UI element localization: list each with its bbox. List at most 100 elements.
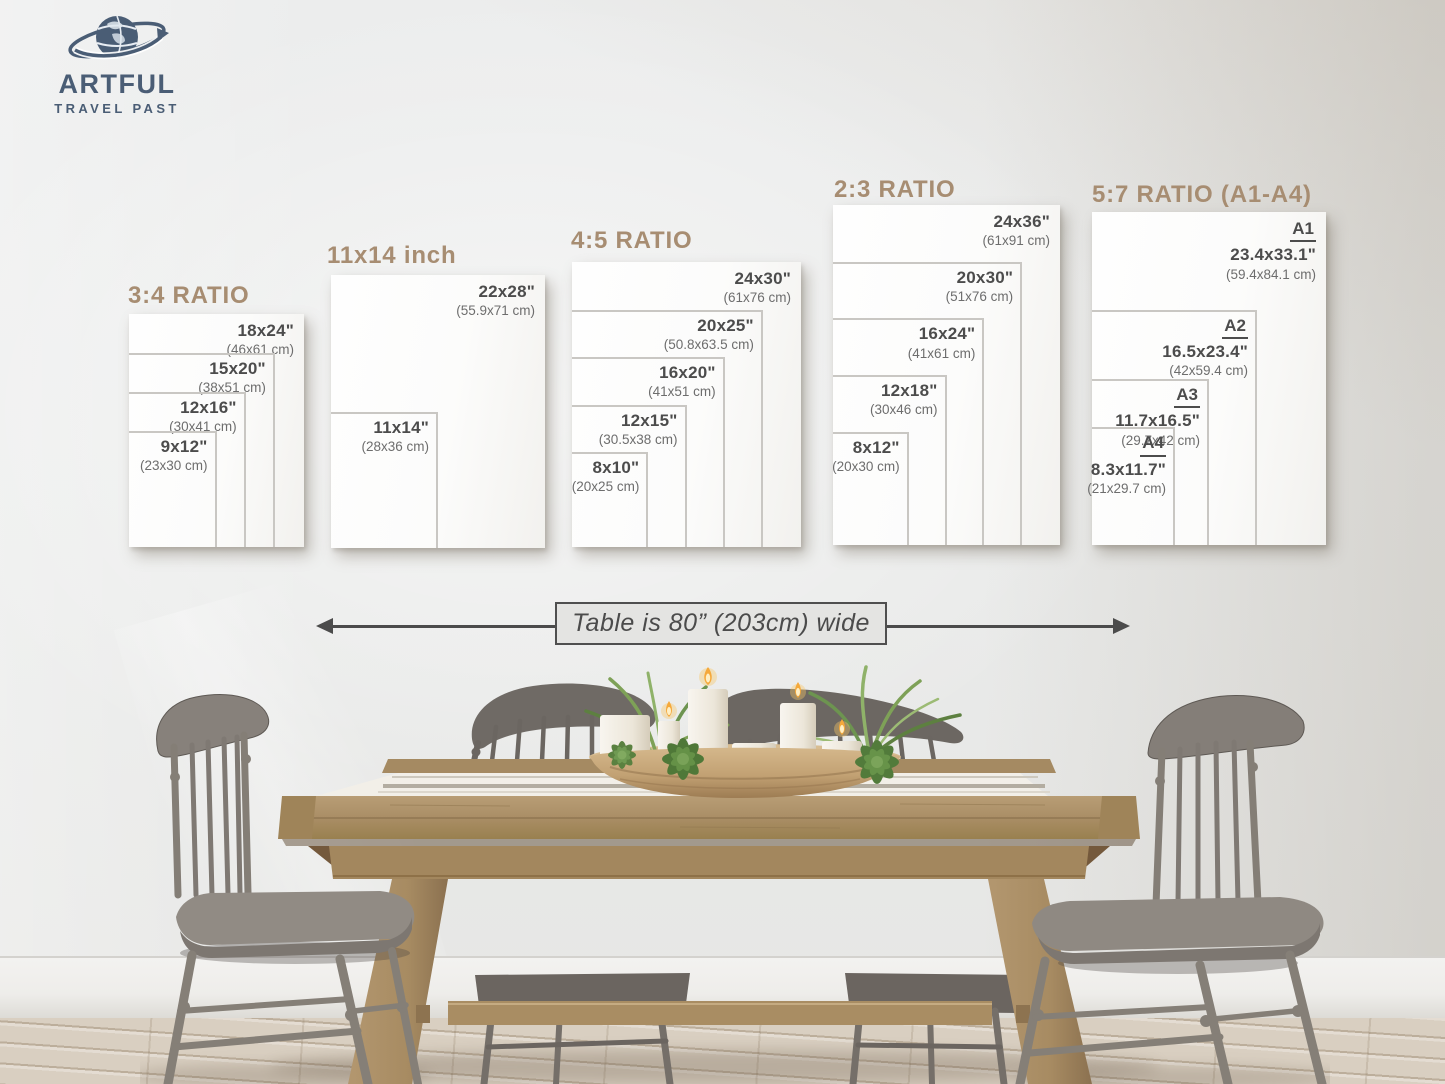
size-label: 16x24" (41x61 cm) <box>908 324 976 362</box>
paper-designation: A3 <box>1174 385 1200 409</box>
size-centimeters: (42x59.4 cm) <box>1169 363 1248 379</box>
size-centimeters: (28x36 cm) <box>361 438 429 454</box>
size-centimeters: (55.9x71 cm) <box>456 303 535 319</box>
size-rectangle: A3 11.7x16.5" (29.7x42 cm) <box>1092 379 1209 545</box>
size-rectangle: 15x20" (38x51 cm) <box>129 352 275 547</box>
size-centimeters: (30x41 cm) <box>169 419 237 435</box>
size-centimeters: (51x76 cm) <box>945 289 1014 305</box>
size-label: 12x18" (30x46 cm) <box>870 381 938 419</box>
flame <box>790 682 806 700</box>
size-inches: 16x24" <box>918 324 976 344</box>
size-centimeters: (41x61 cm) <box>907 345 976 361</box>
succulent-left <box>608 738 704 780</box>
size-chart-5-7: A1 23.4x33.1" (59.4x84.1 cm) A2 16.5x23.4" (4… <box>1087 212 1326 545</box>
size-centimeters: (20x30 cm) <box>832 459 900 475</box>
size-inches: 24x36" <box>993 212 1050 231</box>
size-inches: 9x12" <box>160 436 208 456</box>
globe-orbit-icon <box>68 15 169 60</box>
size-label: A1 23.4x33.1" (59.4x84.1 cm) <box>1226 219 1316 283</box>
paper-designation: A2 <box>1222 316 1248 339</box>
dining-scene <box>140 665 1330 1084</box>
arrow-left-icon <box>316 618 333 634</box>
size-rectangle: 16x24" (41x61 cm) <box>833 318 985 545</box>
size-centimeters: (61x91 cm) <box>982 233 1050 249</box>
size-centimeters: (29.7x42 cm) <box>1121 432 1200 448</box>
size-label: 12x15" (30.5x38 cm) <box>599 411 678 449</box>
panel-heading-11x14: 11x14 inch <box>327 242 457 269</box>
size-centimeters: (30x46 cm) <box>869 402 938 418</box>
size-inches: 8x10" <box>592 458 640 477</box>
size-inches: 20x25" <box>697 315 754 335</box>
size-inches: 12x16" <box>180 397 237 417</box>
size-inches: 20x30" <box>956 267 1014 287</box>
floor-shadow <box>140 1050 1330 1084</box>
size-chart-3-4: 18x24" (46x61 cm) 15x20" (38x51 cm) 12x16" (3… <box>129 314 304 547</box>
chair-front-left <box>156 694 422 1084</box>
size-inches: 22x28" <box>478 282 535 301</box>
chair-front-right <box>1015 695 1327 1084</box>
panel-heading-3-4: 3:4 RATIO <box>128 282 250 309</box>
size-label: 8x12" (20x30 cm) <box>832 438 900 476</box>
size-inches: 11.7x16.5" <box>1115 411 1200 431</box>
succulent-right <box>855 740 899 784</box>
size-centimeters: (59.4x84.1 cm) <box>1225 266 1316 282</box>
logo-brand-text: ARTFUL <box>58 69 176 99</box>
size-rectangle: 8x10" (20x25 cm) <box>572 452 649 547</box>
size-inches: 18x24" <box>237 321 294 340</box>
brand-logo: ARTFUL TRAVEL PAST <box>38 10 196 116</box>
size-centimeters: (23x30 cm) <box>139 457 208 473</box>
size-rectangle: A2 16.5x23.4" (42x59.4 cm) <box>1092 309 1257 545</box>
flame <box>661 701 677 719</box>
size-rectangle: 20x25" (50.8x63.5 cm) <box>572 309 763 547</box>
size-inches: 12x15" <box>620 410 678 430</box>
logo-tagline-text: TRAVEL PAST <box>54 101 180 117</box>
arrow-right-icon <box>1113 618 1130 634</box>
size-label: 24x30" (61x76 cm) <box>723 269 791 307</box>
size-label: 22x28" (55.9x71 cm) <box>456 282 535 320</box>
panel-heading-2-3: 2:3 RATIO <box>834 176 956 203</box>
size-centimeters: (21x29.7 cm) <box>1087 481 1166 497</box>
size-inches: 11x14" <box>373 417 429 437</box>
panel-heading-4-5: 4:5 RATIO <box>571 227 693 254</box>
size-label: 20x25" (50.8x63.5 cm) <box>664 316 754 354</box>
size-rectangle: 8x12" (20x30 cm) <box>832 431 909 545</box>
size-inches: 8.3x11.7" <box>1090 459 1166 479</box>
size-inches: 23.4x33.1" <box>1230 245 1316 265</box>
size-label: 9x12" (23x30 cm) <box>140 437 208 475</box>
size-label: 16x20" (41x51 cm) <box>648 363 716 401</box>
size-rectangle: 20x30" (51x76 cm) <box>833 261 1023 545</box>
size-inches: 16.5x23.4" <box>1162 341 1248 361</box>
panel-heading-5-7: 5:7 RATIO (A1-A4) <box>1092 181 1312 208</box>
size-rectangle: 12x15" (30.5x38 cm) <box>572 404 687 547</box>
size-centimeters: (41x51 cm) <box>648 384 716 400</box>
size-centimeters: (50.8x63.5 cm) <box>663 336 754 352</box>
size-rectangle: 16x20" (41x51 cm) <box>572 357 725 547</box>
paper-designation: A1 <box>1290 219 1316 243</box>
size-centimeters: (20x25 cm) <box>571 479 640 495</box>
size-chart-11x14: 22x28" (55.9x71 cm) 11x14" (28x36 cm) <box>331 275 545 548</box>
size-label: A2 16.5x23.4" (42x59.4 cm) <box>1162 316 1248 380</box>
size-inches: 12x18" <box>880 381 938 400</box>
flame <box>834 719 850 737</box>
size-label: A3 11.7x16.5" (29.7x42 cm) <box>1115 385 1200 449</box>
size-chart-2-3: 24x36" (61x91 cm) 20x30" (51x76 cm) 16x24" (4… <box>832 205 1060 545</box>
size-centimeters: (38x51 cm) <box>198 380 266 396</box>
size-inches: 8x12" <box>852 437 900 457</box>
size-rectangle: 12x16" (30x41 cm) <box>129 391 246 547</box>
size-label: 8x10" (20x25 cm) <box>572 458 640 496</box>
size-rectangle: 9x12" (23x30 cm) <box>129 430 217 547</box>
table-stretcher-beam <box>448 1001 992 1025</box>
size-inches: 24x30" <box>734 269 791 288</box>
size-rectangle: A4 8.3x11.7" (21x29.7 cm) <box>1087 427 1175 545</box>
size-label: 20x30" (51x76 cm) <box>946 268 1014 306</box>
size-label: 12x16" (30x41 cm) <box>169 398 237 436</box>
size-label: A4 8.3x11.7" (21x29.7 cm) <box>1087 433 1166 497</box>
size-inches: 15x20" <box>209 358 266 378</box>
paper-designation: A4 <box>1140 433 1166 457</box>
size-centimeters: (30.5x38 cm) <box>598 431 678 447</box>
size-chart-4-5: 24x30" (61x76 cm) 20x25" (50.8x63.5 cm) 16x2… <box>572 262 801 547</box>
dining-table <box>278 759 1140 1084</box>
table-width-label: Table is 80” (203cm) wide <box>555 602 887 645</box>
size-rectangle: 12x18" (30x46 cm) <box>833 375 947 545</box>
